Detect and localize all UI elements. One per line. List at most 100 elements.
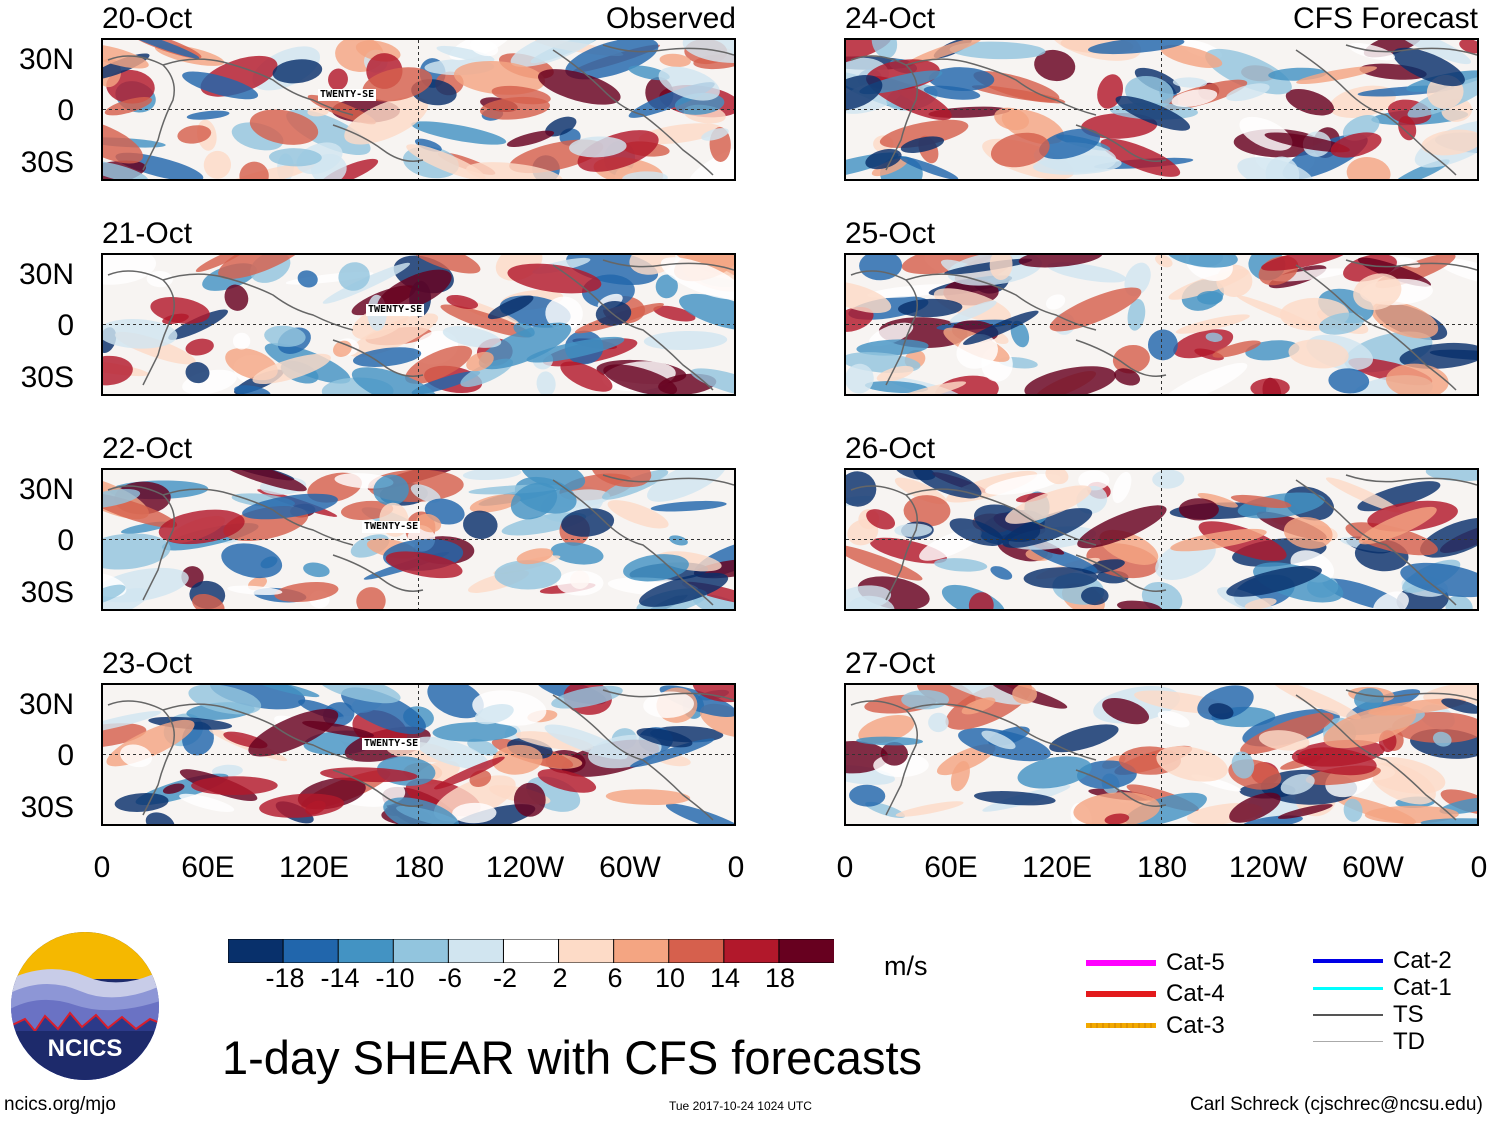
shear-blob [936,744,996,776]
shear-blob [494,560,562,590]
shear-blob [319,158,379,179]
shear-blob [1205,332,1223,342]
lat-label-0: 0 [57,524,74,557]
coastline [552,49,714,176]
coastline [850,700,918,816]
coastline [107,55,175,171]
footer-website: ncics.org/mjo [4,1094,116,1115]
panel-date-left-3: 22-Oct [102,432,193,465]
shear-blob [1226,83,1270,102]
shear-blob [846,471,877,507]
colorbar-tick: -2 [492,963,517,993]
shear-blob [269,148,322,167]
shear-blob [1078,470,1110,491]
coastline [602,689,734,701]
map-panel-left-1 [101,38,736,181]
coastline [850,485,918,601]
shear-blob [949,300,997,324]
shear-blob [1364,805,1459,824]
shear-blob [453,61,546,95]
shear-blob [868,322,914,347]
coastline [107,485,175,601]
shear-blob [264,325,306,347]
shear-blob [414,138,442,152]
shear-blob [643,330,728,351]
shear-blob [466,351,494,372]
shear-blob [690,368,734,394]
colorbar-tick: -10 [375,963,415,993]
shear-blob [114,793,169,812]
shear-blob [1112,471,1132,504]
shear-blob [305,800,326,815]
lon-label-60e: 60E [924,851,978,884]
panel-date-right-4: 27-Oct [845,647,936,680]
shear-blob [302,720,374,738]
shear-blob [949,518,1004,546]
shear-blob [318,685,401,704]
shear-blob [1039,128,1101,160]
shear-blob [1034,49,1076,82]
coastline [1345,474,1477,486]
shear-field [846,685,1477,824]
colorbar-tick: -14 [320,963,360,993]
coastline [162,58,354,116]
legend-label-td: TD [1393,1028,1425,1055]
lat-label-30n: 30N [18,43,74,76]
lon-label-180: 180 [393,851,445,884]
lon-label-120e: 120E [278,851,350,884]
coastline [332,339,424,377]
shear-blob [1017,756,1092,789]
shear-blob [963,310,1039,345]
shear-blob [414,736,489,769]
colorbar-tick: -6 [437,963,462,993]
shear-blob [669,535,688,546]
lat-label-30s: 30S [20,791,74,824]
shear-blob [1432,731,1452,747]
shear-blob [195,255,249,273]
shear-blob [985,473,1061,495]
storm-label-twenty-se: TWENTY-SE [366,304,425,316]
coastline [1345,44,1477,56]
shear-blob [701,128,729,141]
shear-blob [1258,730,1310,751]
shear-blob [866,509,896,530]
shear-blob [249,109,319,145]
storm-label-twenty-se: TWENTY-SE [318,89,377,101]
shear-blob [407,255,481,274]
shear-blob [103,355,133,386]
shear-field [846,470,1477,609]
shear-blob [1077,760,1137,789]
colorbar-swatch [778,939,834,963]
shear-blob [899,156,959,179]
shear-blob [1087,40,1185,55]
shear-blob [103,119,143,164]
shear-blob [856,736,923,746]
shear-blob [385,551,463,579]
colorbar-tick: 10 [654,963,686,993]
shear-blob [506,130,555,147]
shear-blob [259,793,345,818]
panel-date-left-4: 23-Oct [102,647,193,680]
lon-label-60w: 60W [1342,851,1404,884]
coastline [107,270,175,386]
shear-blob [177,125,212,144]
shear-blob [452,802,497,824]
shear-blob [936,685,1027,705]
legend-swatch-cat-4 [1086,991,1156,997]
colorbar-swatch [392,939,450,963]
shear-blob [1398,116,1417,141]
legend-label-cat-4: Cat-4 [1166,980,1225,1007]
shear-blob [569,136,627,158]
shear-blob [362,67,433,102]
shear-blob [1045,470,1069,485]
shear-blob [928,67,995,92]
colorbar-swatch [282,939,340,963]
map-panel-right-2 [844,253,1479,396]
shear-blob [416,513,442,533]
shear-blob [338,262,370,291]
shear-blob [913,470,982,499]
storm-label-twenty-se: TWENTY-SE [362,521,421,533]
colorbar-swatch [447,939,505,963]
shear-blob [682,40,734,64]
shear-blob [1231,751,1255,779]
